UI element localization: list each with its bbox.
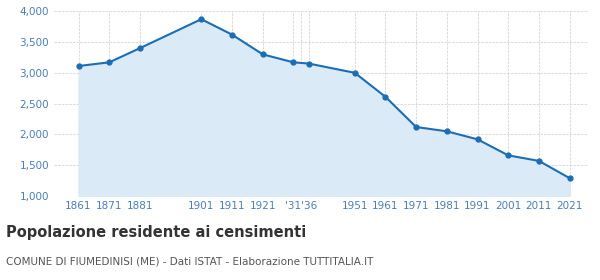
Text: Popolazione residente ai censimenti: Popolazione residente ai censimenti bbox=[6, 225, 306, 241]
Text: COMUNE DI FIUMEDINISI (ME) - Dati ISTAT - Elaborazione TUTTITALIA.IT: COMUNE DI FIUMEDINISI (ME) - Dati ISTAT … bbox=[6, 256, 373, 266]
